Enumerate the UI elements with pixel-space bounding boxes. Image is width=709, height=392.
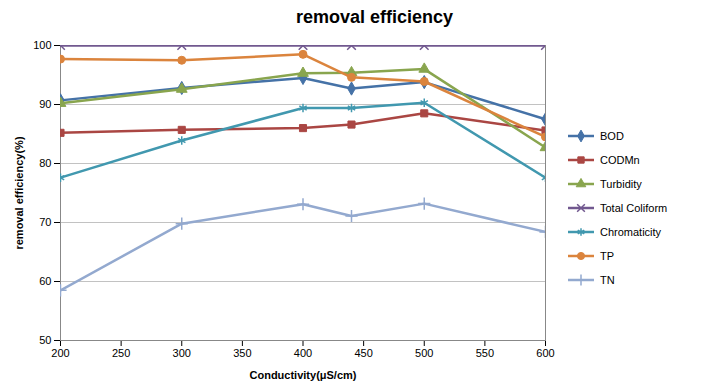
svg-text:removal efficiency(%): removal efficiency(%) — [13, 136, 25, 249]
svg-text:500: 500 — [415, 347, 433, 359]
html-text:CODMn: CODMn — [600, 153, 640, 166]
html-text:TP: TP — [600, 249, 615, 262]
svg-text:60: 60 — [39, 275, 51, 287]
svg-text:350: 350 — [233, 347, 251, 359]
svg-text:300: 300 — [173, 347, 191, 359]
svg-text:90: 90 — [39, 98, 51, 110]
html-text:Total Coliform: Total Coliform — [600, 201, 668, 214]
html-text:TN: TN — [600, 273, 615, 286]
svg-text:50: 50 — [39, 334, 51, 346]
svg-text:400: 400 — [294, 347, 312, 359]
svg-text:600: 600 — [536, 347, 554, 359]
svg-text:450: 450 — [354, 347, 372, 359]
svg-text:Conductivity(μS/cm): Conductivity(μS/cm) — [250, 369, 357, 381]
html-text:Chromaticity: Chromaticity — [600, 225, 662, 238]
svg-text:70: 70 — [39, 216, 51, 228]
svg-text:200: 200 — [51, 347, 69, 359]
svg-text:80: 80 — [39, 157, 51, 169]
html-text:removal efficiency: removal efficiency — [296, 7, 453, 27]
svg-text:550: 550 — [476, 347, 494, 359]
html-text:BOD: BOD — [600, 129, 624, 142]
svg-text:100: 100 — [33, 39, 51, 51]
html-text:Turbidity: Turbidity — [600, 177, 642, 190]
svg-text:250: 250 — [112, 347, 130, 359]
